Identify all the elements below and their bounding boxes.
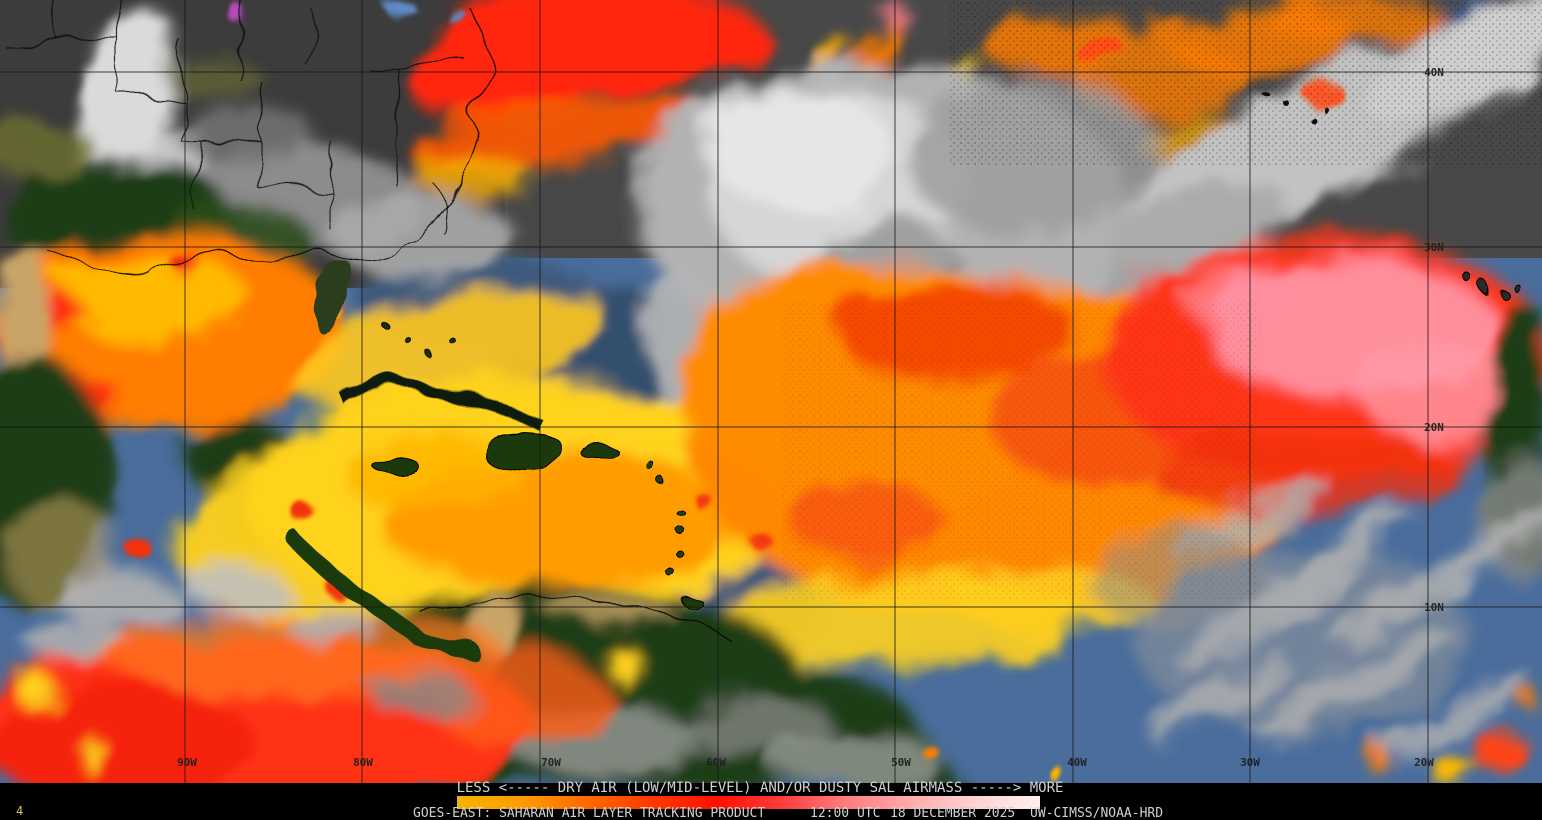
speckle-texture (950, 0, 1542, 165)
lon-label-90w: 90W (177, 756, 197, 769)
lat-label-10n: 10N (1424, 601, 1444, 614)
lon-label-70w: 70W (541, 756, 561, 769)
lon-label-30w: 30W (1240, 756, 1260, 769)
lon-label-60w: 60W (706, 756, 726, 769)
lat-label-30n: 30N (1424, 241, 1444, 254)
lat-label-20n: 20N (1424, 421, 1444, 434)
product-credit: UW-CIMSS/NOAA-HRD (1030, 806, 1164, 820)
speckle-texture-2 (780, 300, 1260, 600)
frame-number: 4 (16, 804, 24, 818)
product-time: 12:00 UTC (810, 806, 881, 820)
lat-label-40n: 40N (1424, 66, 1444, 79)
product-footer: GOES-EAST: SAHARAN AIR LAYER TRACKING PR… (0, 806, 1542, 820)
lon-label-40w: 40W (1067, 756, 1087, 769)
colorbar (457, 796, 1040, 809)
product-title: GOES-EAST: SAHARAN AIR LAYER TRACKING PR… (413, 806, 766, 820)
lon-label-20w: 20W (1414, 756, 1434, 769)
satellite-image: 40N 30N 20N 10N 90W 80W 70W 60W 50W 40W … (0, 0, 1542, 783)
colorbar-caption: LESS <----- DRY AIR (LOW/MID-LEVEL) AND/… (456, 780, 1064, 796)
product-date: 18 DECEMBER 2025 (890, 806, 1016, 820)
latlon-grid: 40N 30N 20N 10N 90W 80W 70W 60W 50W 40W … (0, 0, 1542, 783)
lon-label-50w: 50W (891, 756, 911, 769)
lon-label-80w: 80W (353, 756, 373, 769)
satellite-map: 40N 30N 20N 10N 90W 80W 70W 60W 50W 40W … (0, 0, 1542, 783)
coastline-layer (0, 0, 1515, 658)
